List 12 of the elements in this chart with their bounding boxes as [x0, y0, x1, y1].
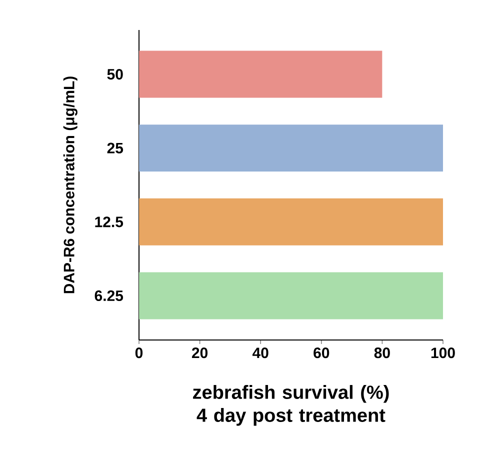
x-tick-label: 100 [431, 348, 455, 358]
y-axis-title: DAP-R6 concentration (μg/mL) [63, 76, 78, 294]
x-tick-label: 20 [192, 348, 208, 358]
y-tick-label: 6.25 [94, 290, 124, 302]
y-tick-label: 25 [107, 142, 124, 154]
y-tick-label: 50 [107, 68, 123, 80]
x-tick-label: 80 [374, 348, 390, 358]
x-axis-title: zebrafish survival (%) 4 day post treatment [193, 385, 389, 426]
x-tick-label: 0 [135, 348, 143, 358]
x-tick-label: 60 [314, 348, 330, 358]
y-tick-label: 12.5 [95, 216, 124, 228]
x-tick-label: 40 [252, 348, 268, 358]
